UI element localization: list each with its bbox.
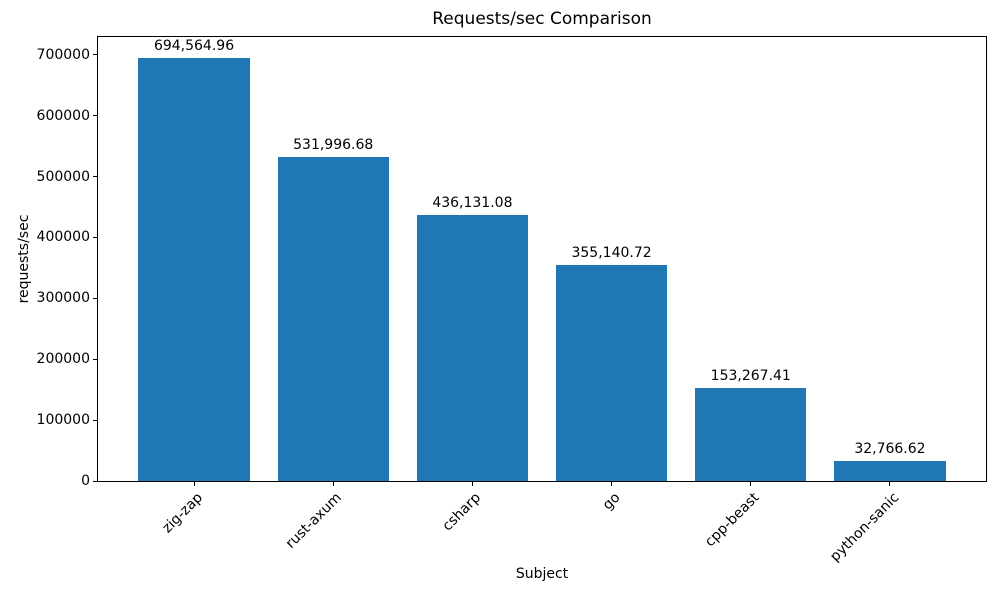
- y-axis-label: requests/sec: [16, 214, 32, 304]
- y-tick-label: 600000: [36, 107, 90, 124]
- y-tick-label: 500000: [36, 168, 90, 185]
- bar: [555, 264, 668, 481]
- y-tick-mark: [93, 236, 97, 238]
- bar-value-label: 531,996.68: [293, 137, 374, 154]
- x-tick-label: go: [599, 489, 624, 514]
- x-tick-label: csharp: [439, 489, 485, 535]
- chart-title: Requests/sec Comparison: [432, 9, 652, 29]
- bar-value-label: 436,131.08: [432, 195, 513, 212]
- x-axis-label: Subject: [515, 566, 569, 582]
- y-tick-label: 300000: [36, 290, 90, 307]
- y-tick-label: 0: [81, 473, 90, 489]
- bar: [695, 387, 807, 481]
- x-tick-label: cpp-beast: [702, 489, 763, 551]
- bar: [834, 461, 946, 481]
- y-tick-label: 200000: [36, 351, 90, 368]
- x-tick-label: zig-zap: [159, 489, 207, 537]
- y-tick-label: 400000: [36, 229, 90, 246]
- bar-value-label: 153,267.41: [710, 367, 791, 384]
- plot-area: 0 100000 200000 300000 400000 500000 600000 700…: [37, 36, 987, 565]
- bar-value-label: 694,564.96: [153, 38, 235, 55]
- bar: [138, 58, 250, 481]
- y-tick-mark: [93, 176, 97, 178]
- x-tick-mark: [332, 482, 334, 486]
- y-tick-mark: [93, 358, 97, 360]
- y-tick-mark: [93, 419, 97, 421]
- x-tick-label: rust-axum: [283, 489, 346, 552]
- y-tick-mark: [93, 297, 97, 299]
- x-tick-label: python-sanic: [826, 489, 902, 565]
- bar: [277, 157, 389, 481]
- x-tick-mark: [471, 482, 473, 486]
- x-tick-mark: [193, 482, 195, 486]
- x-tick-mark: [611, 482, 613, 486]
- y-tick-label: 100000: [36, 412, 90, 429]
- y-tick-label: 700000: [36, 46, 90, 63]
- x-tick-mark: [750, 482, 752, 486]
- x-tick-mark: [889, 482, 891, 486]
- y-tick-mark: [93, 115, 97, 117]
- bar: [416, 215, 529, 481]
- bar-value-label: 32,766.62: [854, 441, 926, 458]
- y-tick-mark: [93, 54, 97, 56]
- y-tick-mark: [93, 480, 97, 482]
- bar-value-label: 355,140.72: [571, 244, 652, 261]
